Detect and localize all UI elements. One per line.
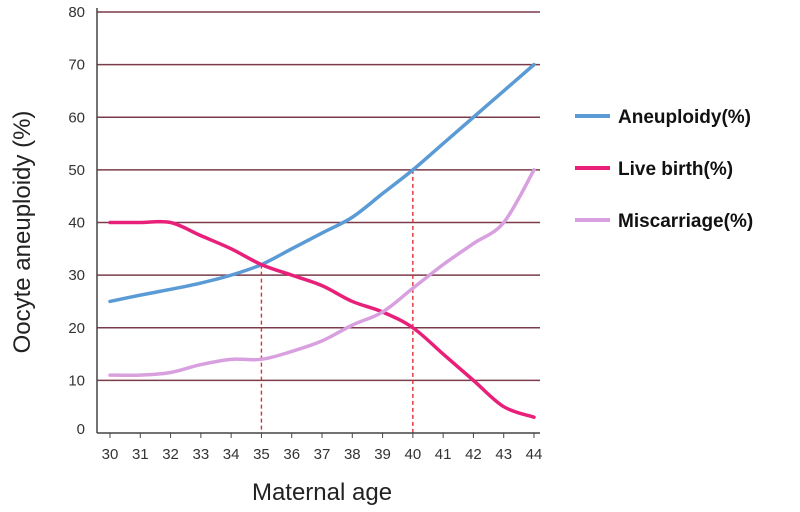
series-line-1 [108, 62, 536, 304]
series-line-2 [108, 219, 536, 419]
x-tick-label: 37 [314, 446, 331, 463]
y-tick-label: 10 [68, 372, 85, 389]
y-tick-label: 50 [68, 162, 85, 179]
legend: Aneuploidy(%) Live birth(%) Miscarriage(%) [575, 107, 753, 232]
legend-label-1: Aneuploidy(%) [618, 107, 751, 128]
x-tick-label: 32 [162, 446, 179, 463]
x-tick-label: 40 [405, 446, 422, 463]
y-tick-label: 20 [68, 320, 85, 337]
x-tick-label: 34 [223, 446, 240, 463]
x-tick-label: 44 [526, 446, 543, 463]
y-tick-label: 60 [68, 109, 85, 126]
x-tick-label: 42 [465, 446, 482, 463]
tick-labels: 0 10 20 30 40 50 60 70 80 30 31 32 33 34 35 36 37 38 39 40 4… [68, 4, 542, 463]
series-lines [108, 62, 536, 419]
x-tick-label: 33 [193, 446, 210, 463]
y-tick-label: 80 [68, 4, 85, 21]
gridlines [97, 11, 540, 382]
series-line-3 [108, 168, 536, 378]
x-tick-label: 43 [495, 446, 512, 463]
x-tick-label: 41 [435, 446, 452, 463]
legend-label-3: Miscarriage(%) [618, 211, 753, 232]
y-tick-label: 0 [77, 421, 85, 438]
x-tick-label: 39 [374, 446, 391, 463]
x-axis-title: Maternal age [252, 479, 392, 506]
axes [96, 8, 540, 438]
y-axis-title: Oocyte aneuploidy (%) [9, 111, 36, 354]
x-tick-label: 30 [102, 446, 119, 463]
y-tick-label: 40 [68, 215, 85, 232]
y-tick-label: 30 [68, 267, 85, 284]
y-tick-label: 70 [68, 57, 85, 74]
reference-lines [260, 169, 414, 433]
x-tick-label: 31 [132, 446, 149, 463]
x-tick-label: 36 [283, 446, 300, 463]
x-tick-label: 38 [344, 446, 361, 463]
legend-label-2: Live birth(%) [618, 159, 733, 180]
x-tick-label: 35 [253, 446, 270, 463]
